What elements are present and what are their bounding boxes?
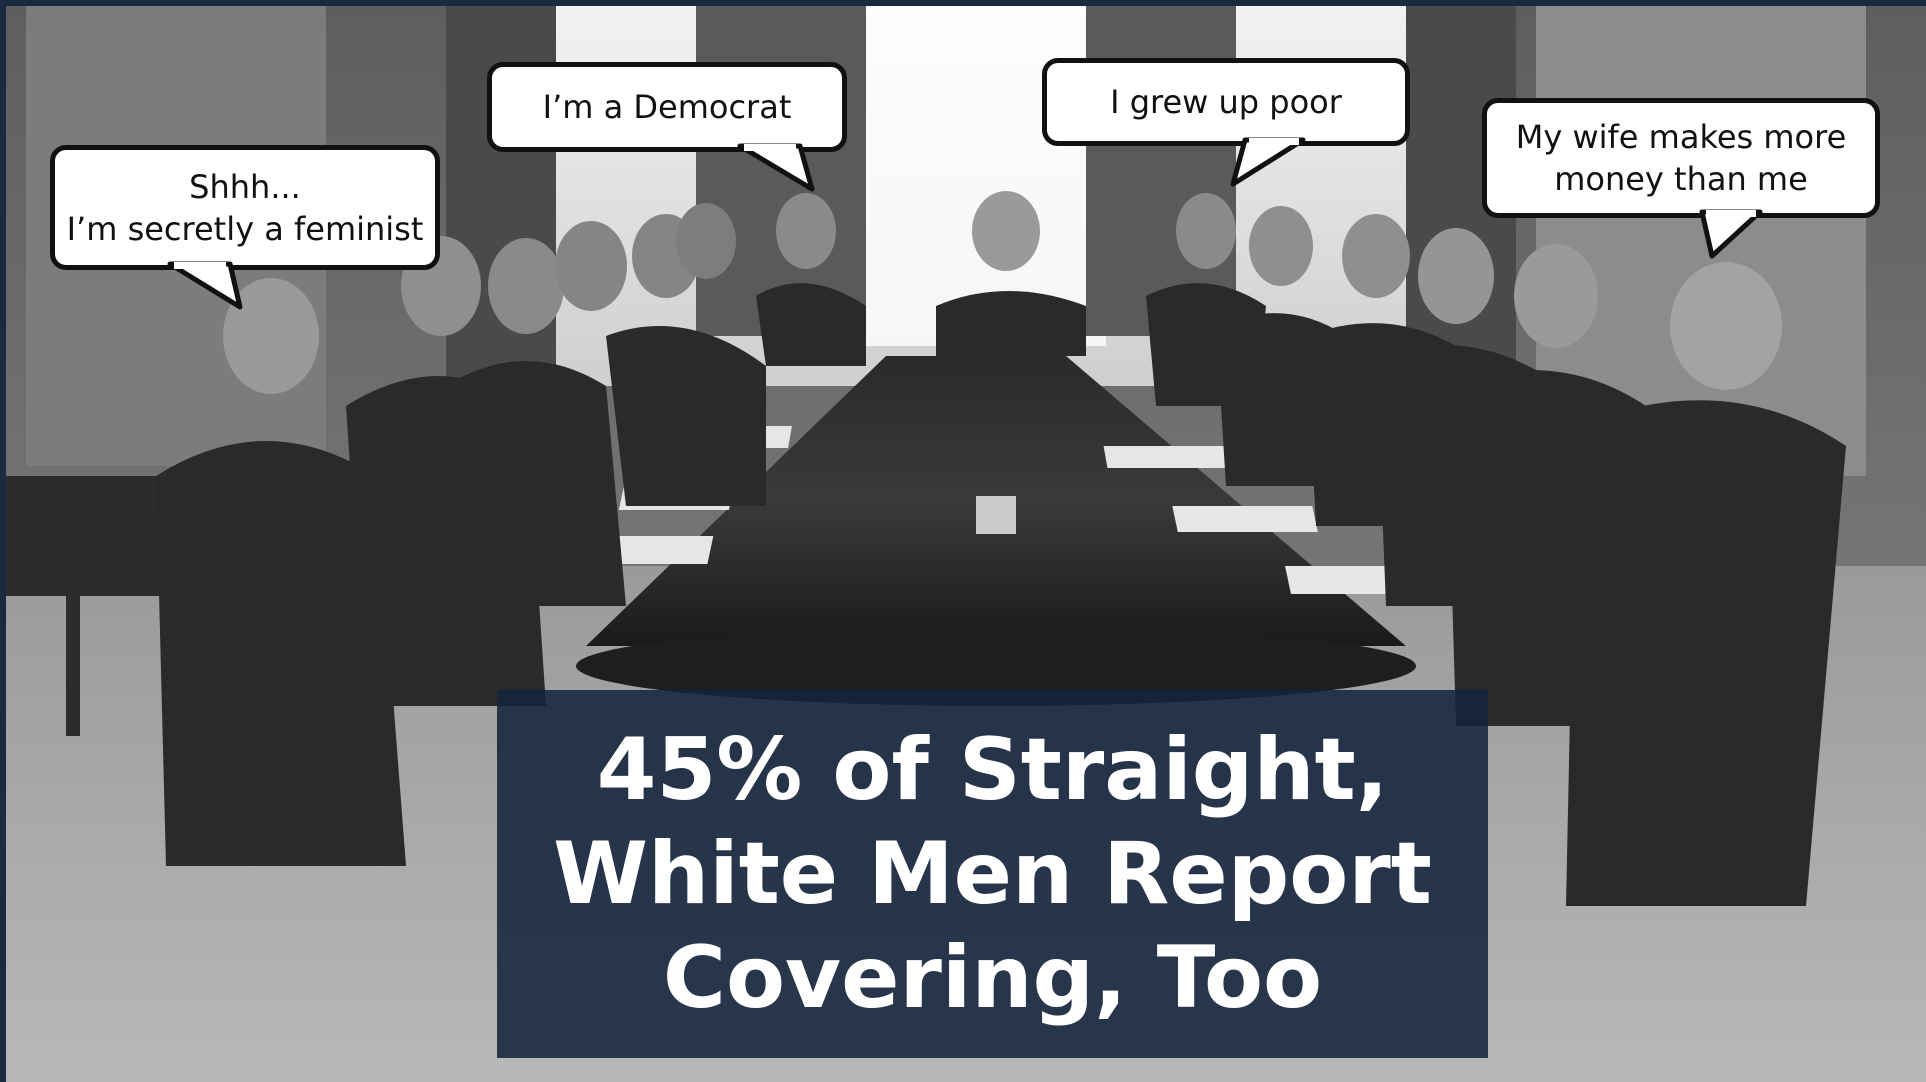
speech-bubble-tail — [737, 143, 815, 192]
speech-bubble-poor: I grew up poor — [1042, 58, 1410, 146]
bubble-line: I’m a Democrat — [542, 88, 792, 126]
bubble-line: My wife makes more — [1515, 118, 1847, 156]
bubble-line: Shhh... — [189, 167, 301, 206]
bubble-line: money than me — [1554, 160, 1808, 198]
caption-box: 45% of Straight, White Men Report Coveri… — [497, 690, 1488, 1058]
slide-frame-top — [0, 0, 1926, 6]
speech-bubble-tail — [167, 261, 243, 310]
bubble-line: I’m secretly a feminist — [66, 209, 424, 248]
speech-bubble-feminist: Shhh... I’m secretly a feminist — [50, 145, 440, 270]
caption-line-2: White Men Report — [553, 824, 1432, 924]
speech-bubble-tail — [1230, 137, 1306, 187]
slide-frame-left — [0, 0, 6, 1082]
caption-line-3: Covering, Too — [662, 928, 1323, 1028]
speech-bubble-wife: My wife makes more money than me — [1482, 98, 1880, 218]
bubble-line: I grew up poor — [1110, 83, 1342, 121]
speech-bubble-tail — [1699, 209, 1763, 259]
caption-line-1: 45% of Straight, — [596, 720, 1389, 820]
speech-bubble-democrat: I’m a Democrat — [487, 62, 847, 152]
